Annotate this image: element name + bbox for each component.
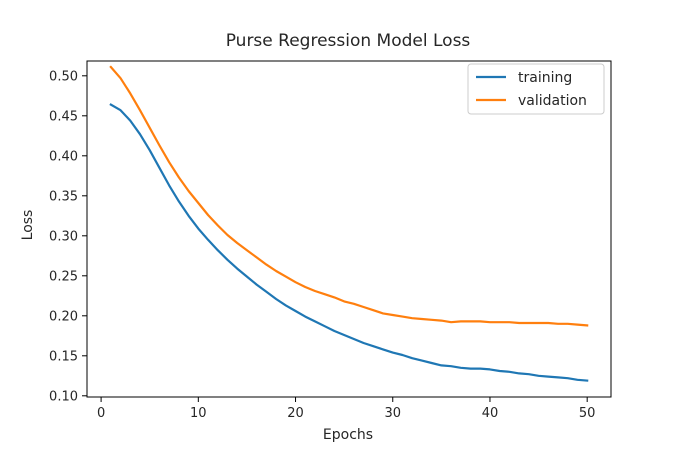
chart-title: Purse Regression Model Loss	[226, 31, 471, 51]
y-tick-label: 0.40	[49, 149, 78, 164]
y-tick-label: 0.50	[49, 69, 78, 84]
axes-frame	[86, 60, 612, 398]
legend-label-training: training	[518, 70, 572, 86]
x-tick-label: 40	[482, 406, 499, 421]
y-tick-label: 0.15	[49, 349, 78, 364]
x-tick-label: 10	[190, 406, 207, 421]
x-tick-label: 50	[579, 406, 596, 421]
x-tick-label: 0	[97, 406, 105, 421]
y-tick-label: 0.20	[49, 309, 78, 324]
series-line-training	[109, 103, 589, 382]
legend-label-validation: validation	[518, 93, 587, 109]
y-axis-title: Loss	[20, 210, 36, 241]
plot-area: 0 10 20 30 40 50 0.10 0.15 0.20 0.25 0.30 0.35 0.40 0…	[49, 60, 612, 421]
y-tick-label: 0.10	[49, 389, 78, 404]
y-tick-label: 0.30	[49, 229, 78, 244]
legend: training validation	[467, 63, 605, 115]
x-axis-title: Epochs	[323, 427, 373, 443]
y-tick-label: 0.35	[49, 189, 78, 204]
series-line-validation	[109, 65, 589, 327]
y-tick-label: 0.45	[49, 109, 78, 124]
y-tick-label: 0.25	[49, 269, 78, 284]
x-tick-label: 30	[384, 406, 401, 421]
x-tick-label: 20	[287, 406, 304, 421]
